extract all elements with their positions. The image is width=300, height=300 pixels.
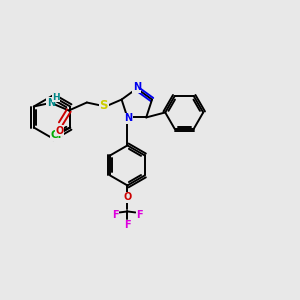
Text: H: H xyxy=(52,93,60,102)
Text: N: N xyxy=(47,98,55,107)
Text: N: N xyxy=(133,82,141,92)
Text: F: F xyxy=(112,210,119,220)
Text: S: S xyxy=(100,99,108,112)
Text: N: N xyxy=(124,113,133,123)
Text: F: F xyxy=(124,220,131,230)
Text: Cl: Cl xyxy=(51,130,62,140)
Text: O: O xyxy=(123,192,131,203)
Text: O: O xyxy=(56,125,64,136)
Text: F: F xyxy=(136,210,143,220)
